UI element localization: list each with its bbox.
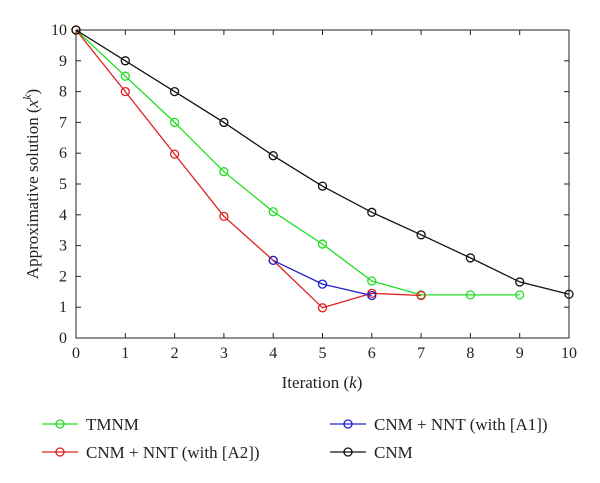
y-tick-label: 6	[59, 145, 67, 162]
legend: TMNM CNM + NNT (with [A2]) CNM + NNT (with…	[42, 415, 548, 462]
y-tick-label: 4	[59, 207, 67, 224]
data-point	[169, 86, 180, 97]
series-layer	[71, 25, 574, 313]
data-point	[317, 181, 328, 191]
series-line	[75, 29, 520, 296]
legend-entry-tmnm: TMNM	[42, 415, 139, 434]
data-point	[219, 167, 229, 177]
axis-ticks: 0 1 2 3 4 5 6 7 8 9 10 0 1 2 3 4 5 6 7 8 9 10	[51, 22, 577, 362]
data-point	[219, 117, 229, 128]
x-tick-label: 5	[319, 345, 327, 362]
x-tick-label: 10	[561, 345, 577, 362]
data-point	[515, 277, 525, 287]
series-line	[75, 29, 422, 309]
legend-label: CNM + NNT (with [A1])	[374, 415, 548, 434]
data-point	[71, 25, 81, 35]
data-point	[367, 207, 377, 217]
y-tick-label: 3	[59, 238, 67, 255]
data-point	[268, 255, 278, 266]
legend-swatch-marker	[55, 419, 65, 429]
data-point	[268, 207, 278, 217]
x-axis-label: Iteration (k)	[282, 373, 363, 392]
x-tick-label: 9	[516, 345, 524, 362]
data-point	[416, 290, 426, 301]
y-tick-label: 8	[59, 84, 67, 101]
legend-entry-cnm-nnt-with-a1: CNM + NNT (with [A1])	[330, 415, 548, 434]
y-axis-label: Approximative solution (xk)	[20, 89, 42, 279]
data-point	[317, 303, 328, 313]
x-tick-label: 7	[417, 345, 425, 362]
y-tick-label: 10	[51, 22, 67, 39]
x-tick-label: 6	[368, 345, 376, 362]
data-point	[367, 290, 377, 301]
legend-label: CNM + NNT (with [A2])	[86, 443, 260, 462]
data-point	[120, 86, 130, 97]
data-point	[120, 56, 130, 66]
legend-label: CNM	[374, 443, 413, 462]
legend-label: TMNM	[86, 415, 139, 434]
legend-entry-cnm-nnt-with-a2: CNM + NNT (with [A2])	[42, 443, 260, 462]
data-point	[465, 253, 476, 263]
series-cnm-nnt-with-a2	[71, 25, 426, 313]
data-point	[120, 71, 130, 81]
data-point	[515, 290, 525, 300]
data-point	[564, 289, 574, 299]
legend-swatch-marker	[343, 447, 353, 457]
series-cnm	[71, 25, 574, 299]
y-tick-label: 5	[59, 176, 67, 193]
x-tick-label: 4	[269, 345, 277, 362]
y-tick-label: 9	[59, 53, 67, 70]
x-tick-label: 3	[220, 345, 228, 362]
x-tick-label: 0	[72, 345, 80, 362]
y-tick-label: 1	[59, 299, 67, 316]
x-tick-label: 1	[121, 345, 129, 362]
legend-entry-cnm: CNM	[330, 443, 413, 462]
series-line	[272, 259, 372, 297]
series-tmnm	[71, 25, 525, 300]
y-tick-label: 2	[59, 268, 67, 285]
y-tick-label: 7	[59, 114, 67, 131]
data-point	[268, 151, 278, 161]
series-line	[75, 29, 570, 295]
data-point	[465, 290, 476, 300]
legend-swatch-marker	[343, 419, 353, 429]
x-tick-label: 2	[171, 345, 179, 362]
data-point	[416, 230, 426, 240]
data-point	[219, 211, 229, 221]
data-point	[169, 117, 180, 128]
legend-swatch-marker	[55, 447, 65, 457]
series-cnm-nnt-with-a1	[268, 255, 377, 301]
x-tick-label: 8	[466, 345, 474, 362]
data-point	[317, 239, 328, 249]
y-tick-label: 0	[59, 330, 67, 347]
data-point	[317, 279, 328, 289]
data-point	[169, 149, 180, 159]
data-point	[367, 276, 377, 286]
